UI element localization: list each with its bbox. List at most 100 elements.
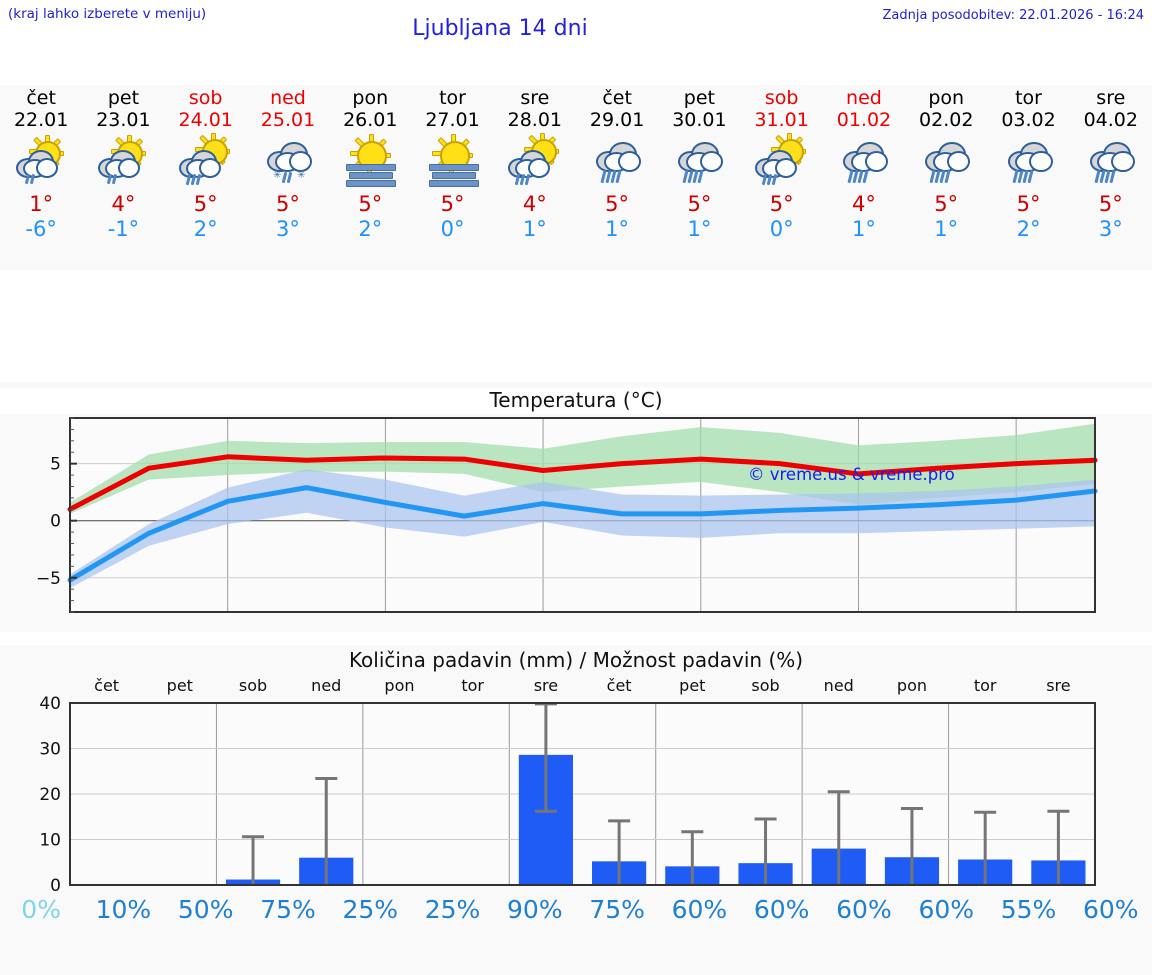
temperature-chart-panel: −5 0 5 [0,382,1152,632]
day-date-label: 28.01 [507,109,563,131]
day-date-label: 24.01 [178,109,233,131]
sun-cloud-rain-icon [171,132,241,190]
day-of-week-label: ned [846,87,882,109]
precip-probability-label: 60% [753,895,810,924]
high-temperature-label: 5° [276,192,300,216]
day-column[interactable]: čet 29.01 5° 1° [576,85,658,270]
high-temperature-label: 1° [29,192,54,216]
high-temperature-label: 5° [440,192,465,216]
precip-day-label: sre [1046,676,1070,695]
svg-text:40: 40 [39,694,61,714]
day-column[interactable]: ned 01.02 4° 1° [823,85,905,270]
day-column[interactable]: sre 28.01 4° 1° [494,85,576,270]
precip-probability-label: 60% [836,895,892,924]
high-temperature-label: 5° [769,192,794,216]
low-temperature-label: 0° [440,217,465,241]
day-column[interactable]: čet 22.01 1° -6° [0,85,82,270]
day-of-week-label: sob [764,87,799,109]
low-temperature-label: -6° [25,217,57,241]
precipitation-chart-svg: čet pet sob ned pon tor sre čet pet sob ned pon tor s… [39,676,1096,896]
precipitation-chart-panel: čet pet sob ned pon tor sre čet pet sob ned pon tor s… [0,645,1152,975]
day-of-week-label: pon [928,87,965,109]
precip-probability-label: 0% [21,895,61,924]
day-column[interactable]: pet 30.01 5° 1° [658,85,740,270]
day-of-week-label: pon [352,87,389,109]
day-date-label: 31.01 [754,109,809,131]
precip-day-label: sob [239,676,267,695]
day-column[interactable]: sre 04.02 5° 3° [1070,85,1152,270]
high-temperature-label: 4° [111,192,136,216]
day-of-week-label: pet [683,87,715,109]
svg-text:5: 5 [50,455,61,475]
day-column[interactable]: tor 03.02 5° 2° [987,85,1069,270]
precip-probability-label: 60% [918,895,975,924]
cloud-sleet-icon: ✳ ✳ [253,134,323,190]
cloud-rain-icon [994,134,1064,190]
high-temperature-label: 5° [934,192,959,216]
day-date-label: 22.01 [13,109,69,131]
svg-text:0: 0 [50,876,61,896]
precip-probability-label: 75% [589,895,645,924]
low-temperature-label: 3° [276,217,300,241]
precip-day-label: pet [679,676,705,695]
day-of-week-label: čet [602,87,632,109]
day-of-week-label: tor [439,87,466,109]
sun-fog-icon [418,133,488,190]
precip-day-label: čet [607,676,632,695]
precip-probability-label: 25% [342,895,399,924]
partly-cloudy-icon [6,134,76,190]
precipitation-chart-title: Količina padavin (mm) / Možnost padavin … [348,648,804,672]
high-temperature-label: 5° [1016,192,1041,216]
low-temperature-label: 1° [687,217,712,241]
low-temperature-label: 1° [852,217,876,241]
cloud-rain-icon [582,134,652,190]
day-of-week-label: pet [107,87,140,109]
precip-day-label: sob [751,676,779,695]
precip-day-label: tor [461,676,484,695]
menu-hint-label: (kraj lahko izberete v meniju) [8,6,207,22]
day-date-label: 26.01 [343,109,398,131]
high-temperature-label: 5° [358,192,383,216]
low-temperature-label: 1° [605,217,630,241]
day-column[interactable]: pet 23.01 4° -1° [82,85,164,270]
cloud-rain-icon [911,134,981,190]
svg-text:−5: −5 [36,569,61,589]
svg-text:10: 10 [39,831,61,851]
day-date-label: 04.02 [1083,109,1138,131]
day-of-week-label: sob [188,87,223,109]
precip-day-label: tor [974,676,997,695]
day-column[interactable]: pon 02.02 5° 1° [905,85,987,270]
high-temperature-label: 5° [1098,192,1123,216]
precip-probability-label: 50% [177,895,234,924]
day-of-week-label: sre [520,87,550,109]
high-temperature-label: 5° [605,192,630,216]
day-date-label: 01.02 [836,109,892,131]
day-of-week-label: sre [1096,87,1126,109]
day-column[interactable]: ned 25.01 ✳ ✳ 5° 3° [247,85,329,270]
svg-text:20: 20 [39,785,61,805]
daily-forecast-strip: čet 22.01 1° -6° pet 23.01 4° -1° sob 24.01 5° 2… [0,85,1152,270]
low-temperature-label: -1° [107,217,140,241]
day-column[interactable]: pon 26.01 5° 2° [329,85,411,270]
day-date-label: 30.01 [672,109,727,131]
day-column[interactable]: tor 27.01 5° 0° [411,85,493,270]
copyright-label: © vreme.us & vreme.pro [748,465,955,484]
low-temperature-label: 3° [1098,217,1123,241]
precip-day-label: ned [824,676,854,695]
precip-probability-label: 60% [671,895,728,924]
low-temperature-label: 1° [934,217,959,241]
day-column[interactable]: sob 24.01 5° 2° [165,85,247,270]
precip-probability-label: 90% [507,895,563,924]
high-temperature-label: 5° [687,192,712,216]
low-temperature-label: 1° [522,217,547,241]
day-date-label: 27.01 [425,109,480,131]
precip-day-label: ned [311,676,341,695]
precip-day-label: pon [384,676,414,695]
svg-text:30: 30 [39,740,61,760]
high-temperature-label: 4° [852,192,876,216]
high-temperature-label: 5° [193,192,218,216]
cloud-rain-icon [829,134,899,190]
day-column-list: čet 22.01 1° -6° pet 23.01 4° -1° sob 24.01 5° 2… [0,85,1152,270]
day-column[interactable]: sob 31.01 5° 0° [741,85,823,270]
precip-probability-label: 10% [95,895,152,924]
